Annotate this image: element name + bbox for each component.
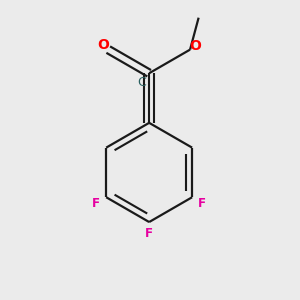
Text: F: F (145, 227, 153, 240)
Text: F: F (198, 196, 206, 210)
Text: O: O (189, 39, 201, 53)
Text: F: F (92, 196, 100, 210)
Text: C: C (138, 76, 146, 89)
Text: O: O (97, 38, 109, 52)
